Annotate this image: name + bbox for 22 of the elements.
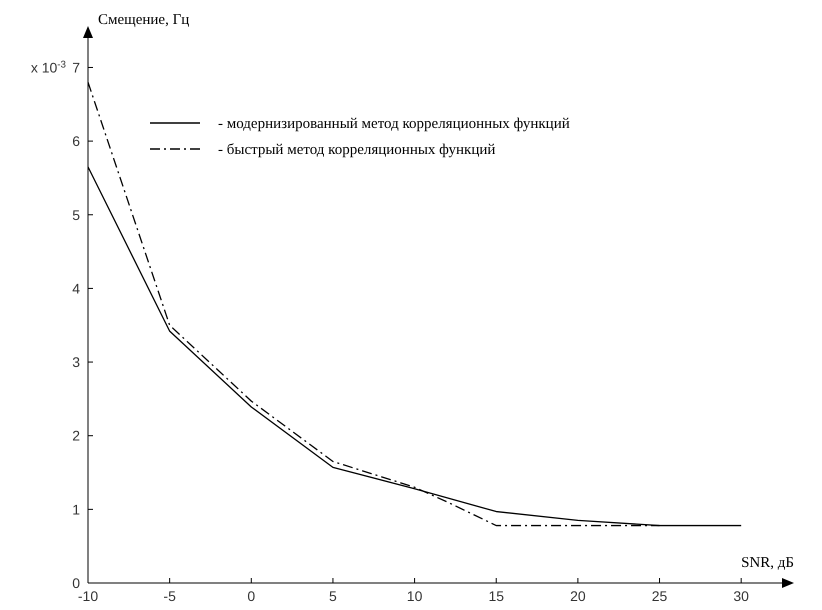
text: x 10$^{-3}$: [30, 58, 67, 76]
y-tick-label: 4: [72, 280, 80, 296]
x-axis-title: SNR, дБ: [741, 555, 794, 571]
y-tick-label: 7: [72, 59, 80, 76]
x-tick-label: -10: [78, 588, 98, 604]
y-tick-label: 1: [72, 501, 80, 518]
y-tick-label: 6: [72, 133, 80, 150]
x-tick-label: 15: [488, 588, 504, 604]
y-tick-label: 0: [72, 575, 80, 591]
y-tick-label: 3: [72, 354, 80, 370]
x-tick-label: 20: [570, 588, 586, 604]
y-axis-title: Смещение, Гц: [98, 12, 190, 28]
y-tick-label: 2: [72, 428, 80, 444]
x-tick-label: -5: [163, 588, 176, 604]
x-tick-label: 10: [406, 588, 423, 604]
x-tick-label: 5: [329, 588, 338, 604]
legend-label: - модернизированный метод корреляционных функций: [218, 116, 570, 132]
x-tick-label: 25: [652, 588, 668, 604]
y-tick-label: 5: [72, 206, 80, 223]
x-tick-label: 0: [247, 588, 256, 604]
x-tick-label: 30: [733, 588, 750, 604]
legend-label: - быстрый метод корреляционных функций: [218, 142, 496, 158]
